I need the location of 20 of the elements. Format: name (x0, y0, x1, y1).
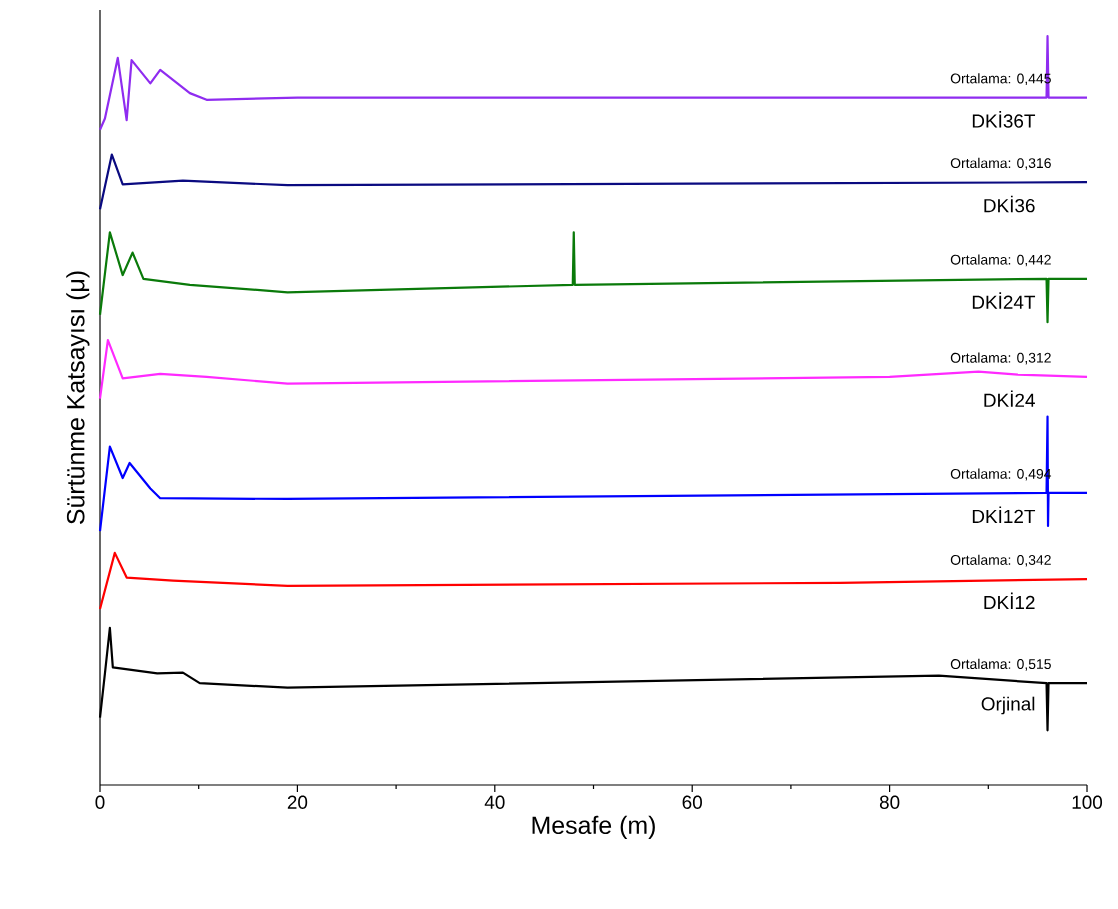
series-label: DKİ24 (984, 390, 1035, 407)
x-tick-label: 20 (287, 795, 308, 809)
series-label: DKİ36 (984, 195, 1035, 213)
series-label: DKİ36T (972, 111, 1036, 128)
x-tick-label: 80 (879, 795, 900, 809)
x-axis-title: Mesafe (m) (532, 815, 655, 839)
x-tick-label: 40 (484, 795, 505, 809)
series-label: Orjinal (981, 696, 1035, 715)
x-tick-label: 100 (1072, 795, 1103, 809)
annotation: Ortalama: 0,342 (950, 554, 1051, 567)
series-label: DKİ12T (972, 506, 1036, 523)
annotation: Ortalama: 0,316 (950, 157, 1051, 170)
series-label: DKİ24T (972, 292, 1036, 309)
x-tick-label: 60 (682, 795, 702, 809)
annotation: Ortalama: 0,515 (950, 658, 1051, 671)
annotation: Ortalama: 0,312 (950, 352, 1051, 365)
x-tick-label: 0 (95, 795, 105, 809)
y-axis-title: Sürtünme Katsayısı (μ) (66, 271, 90, 524)
series-label: DKİ12 (984, 592, 1035, 610)
annotation: Ortalama: 0,442 (950, 254, 1051, 267)
